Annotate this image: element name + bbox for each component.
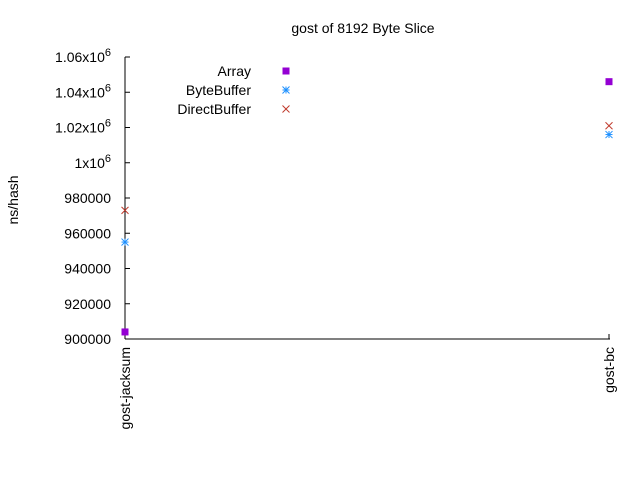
point-bytebuffer-gost-bc bbox=[605, 130, 613, 139]
point-array-gost-bc bbox=[605, 78, 613, 86]
y-tick-label: 940000 bbox=[64, 261, 111, 277]
y-tick-label: 1x106 bbox=[75, 153, 111, 171]
x-tick-label: gost-jacksum bbox=[117, 347, 133, 429]
x-tick-label: gost-bc bbox=[601, 347, 617, 393]
y-axis-label: ns/hash bbox=[5, 175, 21, 224]
plot-frame bbox=[124, 57, 610, 340]
legend-marker-bytebuffer bbox=[282, 86, 290, 94]
point-bytebuffer-gost-jacksum bbox=[121, 238, 129, 246]
y-tick-label: 1.02x106 bbox=[55, 118, 111, 136]
legend-label-bytebuffer: ByteBuffer bbox=[186, 82, 251, 98]
chart-title: gost of 8192 Byte Slice bbox=[291, 20, 434, 36]
y-tick-label: 900000 bbox=[64, 331, 111, 347]
legend: Array ByteBuffer DirectBuffer bbox=[177, 63, 290, 117]
point-directbuffer-gost-bc bbox=[605, 121, 613, 130]
legend-label-array: Array bbox=[218, 63, 251, 79]
legend-label-directbuffer: DirectBuffer bbox=[177, 101, 251, 117]
legend-marker-array bbox=[282, 67, 290, 75]
y-tick-label: 920000 bbox=[64, 296, 111, 312]
y-tick-label: 960000 bbox=[64, 225, 111, 241]
legend-marker-directbuffer bbox=[282, 105, 290, 113]
y-tick-label: 980000 bbox=[64, 190, 111, 206]
y-axis: 900000 920000 940000 960000 980000 1x106 1.02x… bbox=[55, 47, 130, 347]
point-directbuffer-gost-jacksum bbox=[121, 206, 129, 215]
y-tick-label: 1.04x106 bbox=[55, 82, 111, 100]
point-array-gost-jacksum bbox=[121, 328, 129, 336]
y-tick-label: 1.06x106 bbox=[55, 47, 111, 65]
x-axis: gost-jacksum gost-bc bbox=[117, 334, 617, 429]
data-points bbox=[121, 78, 613, 336]
